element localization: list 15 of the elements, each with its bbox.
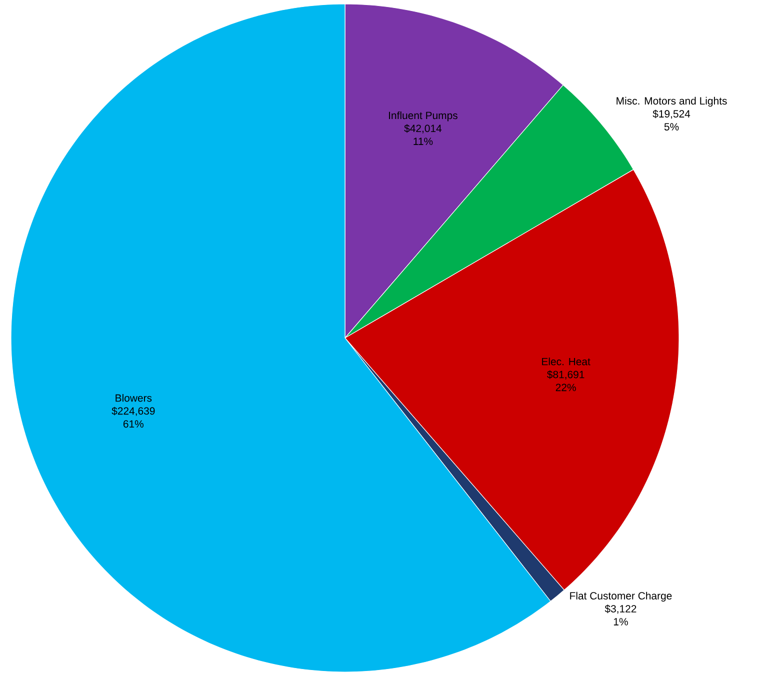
text: 11% [414,138,433,145]
text: 1% [614,618,628,626]
slice-label: Influent Pumps [389,111,458,122]
slice-label: Blowers [116,394,152,402]
data-label: $42,014 [404,124,442,134]
slice-label: Misc. Motors and Lights [616,96,727,107]
text: 22% [556,384,576,392]
data-label: $19,524 [652,110,690,119]
data-label: $224,639 [112,406,155,416]
text: 5% [664,123,679,131]
data-label: $3,122 [604,604,636,614]
slice-label: Elec. Heat [542,358,590,366]
data-label: $81,691 [547,370,584,380]
slice-label: Flat Customer Charge [570,592,672,602]
text: 61% [123,420,144,428]
